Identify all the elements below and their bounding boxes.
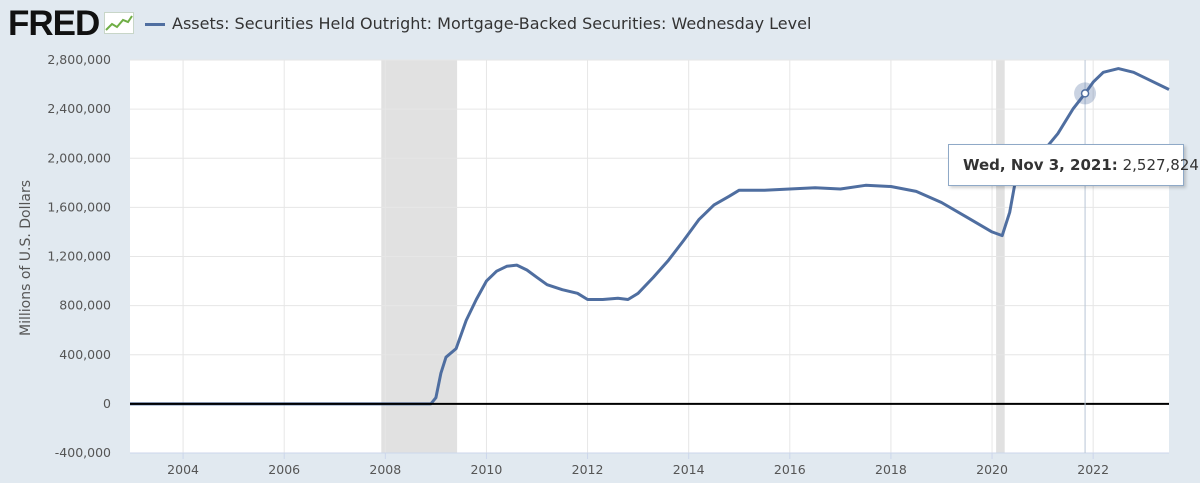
x-tick-label: 2022 — [1077, 462, 1109, 477]
fred-logo[interactable]: FRED — [8, 4, 100, 43]
x-tick-label: 2006 — [268, 462, 300, 477]
y-tick-label: 2,800,000 — [47, 52, 111, 67]
y-tick-label: 400,000 — [59, 347, 111, 362]
highlight-point[interactable] — [1080, 89, 1090, 98]
y-tick-label: -400,000 — [55, 445, 111, 460]
x-tick-label: 2020 — [976, 462, 1008, 477]
y-tick-label: 0 — [103, 396, 111, 411]
x-tick-label: 2018 — [875, 462, 907, 477]
series-title: Assets: Securities Held Outright: Mortga… — [172, 14, 812, 33]
y-tick-label: 2,000,000 — [47, 150, 111, 165]
x-tick-label: 2010 — [471, 462, 503, 477]
x-tick-label: 2008 — [369, 462, 401, 477]
tooltip-value: 2,527,824 — [1122, 156, 1199, 174]
tooltip-date: Wed, Nov 3, 2021: — [963, 156, 1118, 174]
y-tick-label: 2,400,000 — [47, 101, 111, 116]
y-tick-label: 1,600,000 — [47, 199, 111, 214]
x-tick-label: 2016 — [774, 462, 806, 477]
fred-graph-icon — [104, 12, 134, 34]
y-tick-label: 1,200,000 — [47, 249, 111, 264]
chart-header: FRED Assets: Securities Held Outright: M… — [0, 0, 1200, 52]
legend-line-swatch — [145, 23, 165, 26]
x-tick-label: 2004 — [167, 462, 199, 477]
y-axis-label: Millions of U.S. Dollars — [18, 180, 34, 336]
x-tick-label: 2012 — [572, 462, 604, 477]
data-tooltip: Wed, Nov 3, 2021: 2,527,824 — [948, 144, 1199, 186]
y-tick-label: 800,000 — [59, 298, 111, 313]
x-tick-label: 2014 — [673, 462, 705, 477]
